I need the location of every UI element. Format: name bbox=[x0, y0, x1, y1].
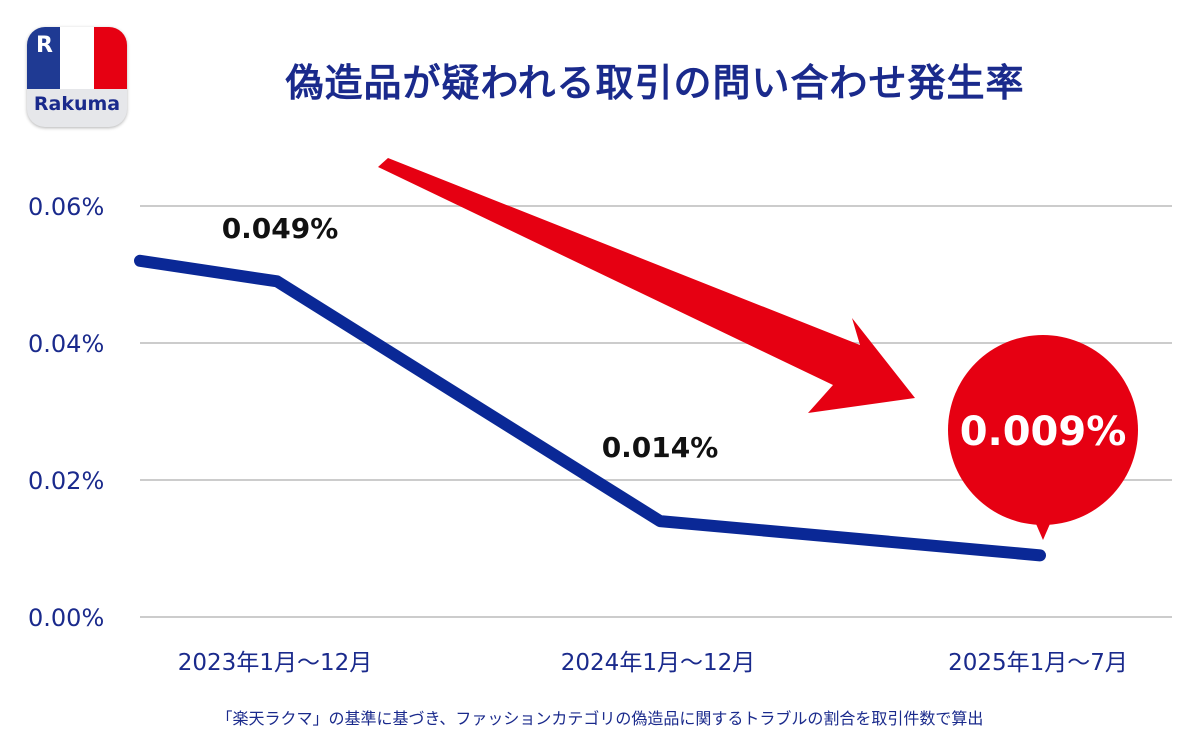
x-tick-label: 2023年1月～12月 bbox=[178, 650, 372, 676]
french-flag-icon bbox=[27, 27, 127, 89]
footnote: 「楽天ラクマ」の基準に基づき、ファッションカテゴリの偽造品に関するトラブルの割合… bbox=[216, 709, 984, 728]
y-tick-label: 0.04% bbox=[28, 330, 104, 358]
x-tick-label: 2024年1月～12月 bbox=[561, 650, 755, 676]
logo-text: Rakuma bbox=[33, 93, 121, 115]
highlight-value-label: 0.009% bbox=[960, 409, 1127, 455]
data-point bbox=[659, 520, 661, 523]
rakuma-logo: R Rakuma bbox=[27, 27, 127, 127]
data-label: 0.049% bbox=[222, 212, 339, 245]
x-tick-label: 2025年1月～7月 bbox=[948, 650, 1128, 676]
y-tick-label: 0.02% bbox=[28, 467, 104, 495]
data-point bbox=[1039, 554, 1041, 557]
rakuten-r-mark: R bbox=[36, 33, 53, 58]
data-point bbox=[276, 280, 278, 283]
down-arrow-icon bbox=[378, 158, 915, 413]
y-tick-label: 0.00% bbox=[28, 604, 104, 632]
data-label: 0.014% bbox=[602, 431, 719, 464]
chart-title: 偽造品が疑われる取引の問い合わせ発生率 bbox=[285, 61, 1025, 105]
series-line bbox=[134, 254, 1046, 562]
y-tick-label: 0.06% bbox=[28, 193, 104, 221]
callout-bubble bbox=[948, 335, 1138, 525]
